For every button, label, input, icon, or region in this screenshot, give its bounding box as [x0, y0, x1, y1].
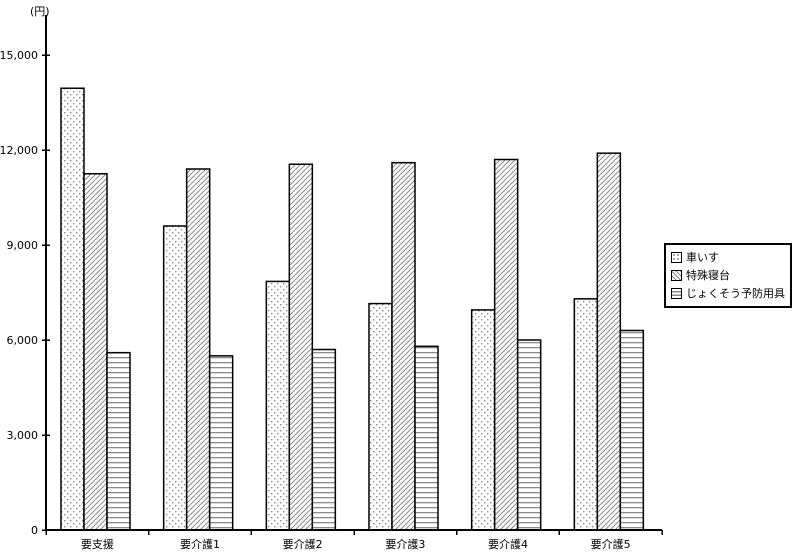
legend-item-jokuso-yobo: じょくそう予防用具: [671, 284, 785, 302]
x-category-label: 要介護1: [180, 537, 220, 551]
bar-horizontal-要介護2: [311, 348, 337, 531]
bar-diagonal-要支援: [83, 173, 108, 531]
y-tick-label: 9,000: [7, 239, 39, 252]
bar-dots-要介護2: [265, 280, 291, 531]
y-tick-label: 0: [31, 524, 38, 537]
bar-diagonal-要介護1: [185, 168, 211, 531]
horizontal-pattern-swatch-icon: [671, 287, 682, 299]
x-category-label: 要介護4: [488, 537, 528, 551]
bar-horizontal-要介護1: [208, 355, 234, 531]
bar-diagonal-要介護4: [493, 158, 519, 531]
dots-pattern-swatch-icon: [671, 251, 682, 263]
bar-diagonal-要介護2: [288, 163, 314, 531]
bar-horizontal-要介護3: [414, 345, 439, 531]
bar-dots-要支援: [60, 87, 85, 531]
bar-horizontal-要介護5: [619, 329, 645, 531]
x-category-label: 要介護2: [283, 537, 323, 551]
y-tick-label: 6,000: [7, 334, 39, 347]
x-category-label: 要介護3: [385, 537, 425, 551]
bar-dots-要介護3: [368, 302, 393, 531]
y-tick-label: 12,000: [0, 144, 38, 157]
chart-legend: 車いす 特殊寝台 じょくそう予防用具: [664, 243, 792, 308]
bar-diagonal-要介護5: [596, 152, 622, 531]
bar-diagonal-要介護3: [391, 161, 416, 531]
diagonal-pattern-swatch-icon: [671, 269, 682, 281]
legend-label-kurumaisu: 車いす: [686, 251, 719, 264]
bar-dots-要介護5: [573, 298, 599, 531]
legend-label-tokushu-shindai: 特殊寝台: [686, 269, 730, 282]
x-category-label: 要支援: [81, 537, 114, 551]
bar-horizontal-要介護4: [516, 339, 542, 531]
y-tick-label: 3,000: [7, 429, 39, 442]
legend-item-kurumaisu: 車いす: [671, 248, 785, 266]
y-tick-label: 15,000: [0, 49, 38, 62]
bar-horizontal-要支援: [106, 351, 131, 531]
y-axis-unit-label: (円): [30, 5, 50, 18]
legend-label-jokuso-yobo: じょくそう予防用具: [686, 287, 785, 300]
legend-item-tokushu-shindai: 特殊寝台: [671, 266, 785, 284]
x-category-label: 要介護5: [591, 537, 631, 551]
bar-dots-要介護1: [162, 225, 188, 531]
bar-dots-要介護4: [470, 309, 496, 531]
